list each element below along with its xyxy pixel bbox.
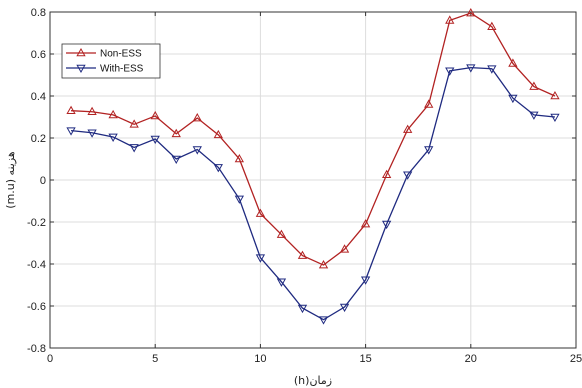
data-point bbox=[445, 67, 455, 76]
data-point bbox=[339, 303, 350, 313]
data-point bbox=[487, 65, 497, 74]
y-tick-label: 0.2 bbox=[31, 133, 46, 145]
data-point bbox=[234, 153, 245, 163]
data-point bbox=[403, 124, 413, 133]
data-point bbox=[171, 128, 181, 138]
data-point bbox=[276, 229, 287, 238]
data-point bbox=[424, 99, 434, 108]
data-point bbox=[508, 94, 518, 104]
data-point bbox=[192, 146, 202, 155]
x-tick-label: 25 bbox=[570, 353, 582, 365]
data-point bbox=[550, 90, 560, 100]
y-tick-label: -0.8 bbox=[27, 343, 46, 355]
grid-lines bbox=[50, 12, 576, 348]
data-point bbox=[508, 58, 518, 67]
data-point bbox=[255, 208, 266, 217]
data-point bbox=[150, 135, 160, 145]
series-line bbox=[70, 66, 556, 321]
legend: Non-ESS With-ESS bbox=[61, 43, 161, 79]
series-layer bbox=[66, 8, 560, 325]
data-point bbox=[297, 250, 308, 259]
data-point bbox=[87, 129, 97, 138]
data-point bbox=[129, 119, 139, 128]
data-point bbox=[529, 111, 539, 120]
data-point bbox=[66, 127, 76, 136]
data-point bbox=[360, 276, 371, 285]
legend-label: With-ESS bbox=[100, 64, 144, 75]
data-point bbox=[445, 15, 455, 24]
data-point bbox=[318, 260, 329, 269]
data-point bbox=[487, 21, 497, 30]
x-tick-label: 15 bbox=[359, 353, 371, 365]
data-point bbox=[297, 304, 308, 314]
x-tick-label: 5 bbox=[152, 353, 158, 365]
legend-label: Non-ESS bbox=[100, 49, 142, 60]
y-tick-label: -0.6 bbox=[27, 301, 46, 313]
y-axis-label: (m.u) هزینه bbox=[4, 151, 17, 209]
data-point bbox=[424, 146, 434, 155]
x-axis-label: (h)زمان bbox=[294, 374, 332, 387]
x-tick-label: 0 bbox=[47, 353, 53, 365]
x-tick-label: 20 bbox=[465, 353, 477, 365]
data-point bbox=[360, 219, 371, 228]
y-tick-label: -0.2 bbox=[27, 217, 46, 229]
data-point bbox=[466, 8, 476, 17]
data-point bbox=[550, 113, 560, 123]
data-point bbox=[529, 81, 539, 90]
data-point bbox=[339, 244, 350, 253]
data-point bbox=[150, 110, 160, 120]
data-point bbox=[403, 171, 413, 180]
data-point bbox=[66, 105, 76, 114]
data-point bbox=[213, 164, 223, 173]
data-point bbox=[381, 169, 392, 179]
data-point bbox=[213, 129, 223, 139]
data-point bbox=[171, 155, 181, 165]
data-point bbox=[381, 220, 392, 230]
series-with-ess bbox=[66, 64, 560, 325]
data-point bbox=[255, 254, 266, 263]
x-axis: 0 5 10 15 20 25 bbox=[47, 12, 582, 365]
legend-marker bbox=[76, 47, 86, 57]
data-point bbox=[466, 64, 476, 73]
data-point bbox=[234, 195, 245, 204]
data-point bbox=[129, 144, 139, 153]
data-point bbox=[87, 106, 97, 116]
y-tick-label: 0.8 bbox=[31, 7, 46, 19]
data-point bbox=[108, 133, 118, 142]
series-non-ess bbox=[66, 8, 560, 269]
data-point bbox=[108, 109, 118, 119]
legend-box bbox=[61, 43, 161, 79]
data-point bbox=[192, 113, 202, 122]
y-tick-label: -0.4 bbox=[27, 259, 46, 271]
data-point bbox=[318, 316, 329, 325]
y-axis: -0.8 -0.6 -0.4 -0.2 0 0.2 0.4 0.6 0.8 bbox=[27, 7, 576, 355]
y-tick-label: 0.4 bbox=[31, 91, 46, 103]
data-point bbox=[276, 278, 287, 287]
y-tick-label: 0.6 bbox=[31, 49, 46, 61]
y-tick-label: 0 bbox=[40, 175, 46, 187]
legend-marker bbox=[76, 64, 86, 74]
x-tick-label: 10 bbox=[254, 353, 266, 365]
